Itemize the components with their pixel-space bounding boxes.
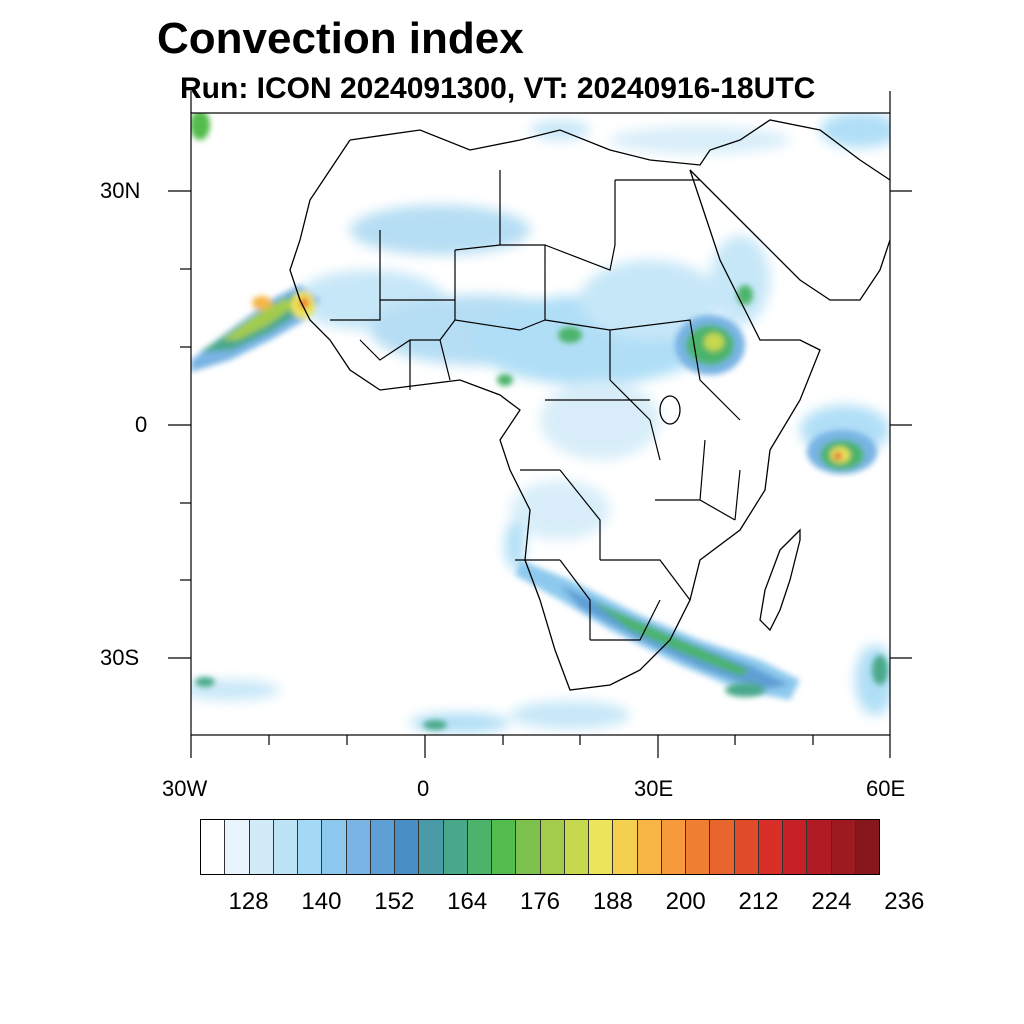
indian-ocean-storm xyxy=(807,430,877,474)
colorbar-box xyxy=(322,820,347,874)
convection-field-light xyxy=(191,113,890,733)
colorbar-box xyxy=(467,820,492,874)
colorbar-label: 224 xyxy=(811,888,852,915)
southern-storms xyxy=(195,655,888,730)
colorbar-label: 176 xyxy=(519,888,561,915)
colorbar-label: 128 xyxy=(228,888,269,915)
run-subtitle: Run: ICON 2024091300, VT: 20240916-18UTC xyxy=(180,72,816,105)
chart-title: Convection index xyxy=(157,14,524,63)
ethiopia-storm xyxy=(497,285,753,386)
axis-ticks xyxy=(168,91,912,758)
lat-label-30n: 30N xyxy=(100,178,141,203)
colorbar-label: 152 xyxy=(374,888,415,915)
colorbar-box xyxy=(855,820,879,874)
coastlines xyxy=(289,119,890,691)
colorbar-box xyxy=(831,820,856,874)
colorbar-box xyxy=(807,820,832,874)
colorbar-label: 164 xyxy=(447,888,488,915)
colorbar-box xyxy=(419,820,444,874)
southern-band xyxy=(515,560,800,700)
colorbar-label: 212 xyxy=(738,888,779,915)
colorbar-box xyxy=(758,820,783,874)
colorbar-box xyxy=(249,820,274,874)
colorbar-label: 188 xyxy=(592,888,633,915)
colorbar-box xyxy=(516,820,541,874)
lon-label-0: 0 xyxy=(417,776,430,801)
colorbar-label: 140 xyxy=(301,888,342,915)
colorbar-box xyxy=(589,820,614,874)
colorbar-label: 200 xyxy=(665,888,706,915)
colorbar-box xyxy=(637,820,662,874)
lon-label-30w: 30W xyxy=(162,776,208,801)
lon-label-60e: 60E xyxy=(866,776,906,801)
west-africa-storm xyxy=(191,113,320,372)
colorbar-box xyxy=(540,820,565,874)
lon-label-30e: 30E xyxy=(634,776,674,801)
colorbar-box xyxy=(564,820,589,874)
lat-label-30s: 30S xyxy=(100,645,140,670)
colorbar-box xyxy=(273,820,298,874)
colorbar-box xyxy=(661,820,686,874)
colorbar-box xyxy=(395,820,420,874)
colorbar-label: 236 xyxy=(884,888,925,915)
country-borders xyxy=(330,170,741,641)
colorbar-box xyxy=(201,820,226,874)
colorbar-box xyxy=(346,820,371,874)
plot-frame xyxy=(190,112,891,736)
lat-label-0: 0 xyxy=(135,412,148,437)
colorbar-box xyxy=(686,820,711,874)
colorbar-box xyxy=(298,820,323,874)
colorbar xyxy=(200,819,880,875)
colorbar-box xyxy=(734,820,759,874)
colorbar-box xyxy=(783,820,808,874)
colorbar-box xyxy=(443,820,468,874)
colorbar-box xyxy=(492,820,517,874)
colorbar-box xyxy=(613,820,638,874)
colorbar-box xyxy=(710,820,735,874)
colorbar-box xyxy=(370,820,395,874)
colorbar-box xyxy=(225,820,250,874)
